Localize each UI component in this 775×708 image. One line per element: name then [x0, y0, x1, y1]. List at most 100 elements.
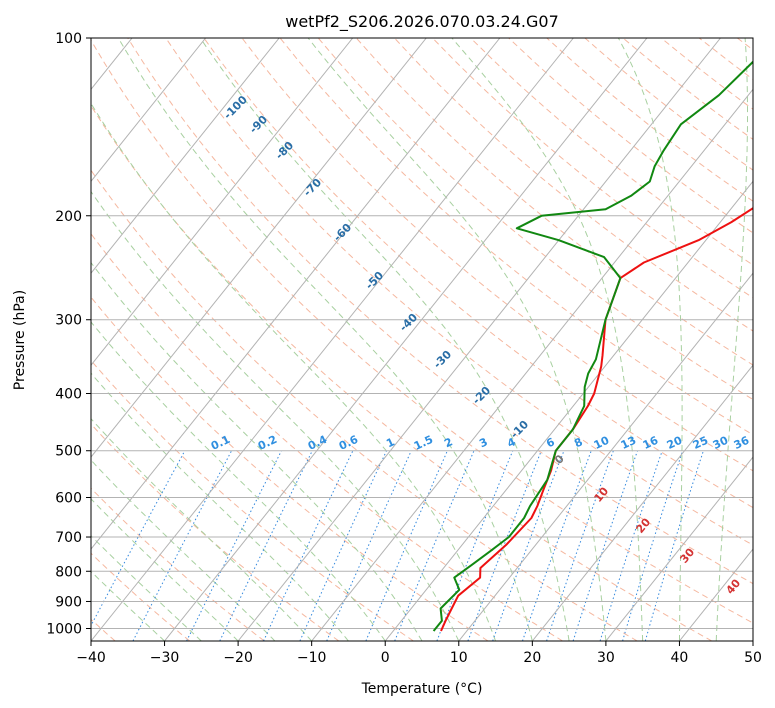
y-tick-label: 600: [55, 490, 82, 506]
dry-adiabat-label: 20: [633, 515, 653, 535]
mixing-ratio-label: 0.2: [256, 433, 279, 453]
mixing-ratio-line: [436, 450, 514, 641]
moist-adiabat-label: -100: [221, 93, 250, 122]
isotherm-line: [531, 364, 753, 641]
moist-adiabat-label: -30: [431, 348, 454, 371]
dry-adiabat-line: [127, 38, 753, 585]
x-tick-label: 20: [523, 650, 541, 666]
dry-adiabat-line: [91, 487, 265, 641]
mixing-ratio-label: 1.5: [412, 433, 435, 453]
moist-adiabat-label: -50: [363, 269, 386, 292]
y-tick-label: 1000: [46, 621, 82, 637]
moist-adiabat-line: [91, 570, 165, 641]
mixing-ratio-line: [622, 450, 684, 641]
temperature-profile-line: [440, 207, 753, 632]
y-tick-label: 400: [55, 387, 82, 403]
x-tick-label: −20: [223, 650, 253, 666]
isotherm-line: [164, 38, 648, 641]
mixing-ratio-line: [299, 450, 387, 641]
mixing-ratio-lines: [91, 450, 704, 641]
mixing-ratio-line: [492, 450, 565, 641]
dry-adiabat-line: [317, 38, 753, 401]
profile-series: [432, 60, 753, 632]
dry-adiabat-line: [394, 38, 753, 332]
mixing-ratio-line: [263, 450, 354, 641]
x-tick-label: 0: [381, 650, 390, 666]
mixing-ratio-label: 2: [442, 435, 454, 450]
mixing-ratio-line: [394, 450, 475, 641]
mixing-ratio-line: [599, 450, 663, 641]
isotherm-line: [605, 456, 753, 641]
moist-adiabat-line: [91, 261, 423, 641]
moist-adiabat-line: [91, 372, 349, 641]
x-tick-label: 50: [744, 650, 762, 666]
moist-adiabat-label: -90: [247, 113, 270, 136]
mixing-ratio-line: [522, 450, 592, 641]
dewpoint-profile-line: [432, 60, 753, 632]
isotherm-line: [752, 640, 753, 641]
dry-adiabat-line: [91, 39, 753, 624]
x-axis-label: Temperature (°C): [361, 681, 483, 697]
isotherm-line: [679, 548, 753, 641]
x-tick-label: −40: [76, 650, 106, 666]
y-axis-ticks: 1000 900 800 700 600 500 400 300 200 100: [46, 31, 91, 637]
mixing-ratio-line: [572, 450, 639, 641]
dry-adiabat-label: 40: [723, 576, 743, 596]
moist-adiabat-line: [91, 535, 202, 641]
dry-adiabat-line: [546, 38, 753, 202]
moist-adiabat-line: [617, 38, 683, 641]
dry-adiabat-label: 10: [591, 484, 611, 504]
dry-adiabat-line: [736, 38, 753, 51]
isotherm-line: [458, 272, 753, 641]
y-tick-label: 900: [55, 594, 82, 610]
skewed-isotherms: [91, 38, 753, 641]
mixing-ratio-label: 0.6: [337, 433, 360, 453]
mixing-ratio-line: [546, 450, 614, 641]
mixing-ratio-label: 25: [691, 434, 710, 452]
x-axis-ticks: −40 −30 −20 −10 0 10 20 30 40 50: [76, 641, 762, 666]
dry-adiabat-line: [91, 169, 638, 641]
dry-adiabat-line: [91, 423, 340, 641]
isotherm-line: [91, 38, 280, 275]
mixing-ratio-line: [91, 450, 186, 627]
mixing-ratio-label: 30: [711, 434, 731, 452]
isobar-gridlines: [91, 38, 753, 629]
moist-adiabat-line: [451, 38, 644, 641]
moist-adiabat-line: [199, 38, 570, 641]
isotherm-line: [91, 38, 574, 641]
isotherm-line: [311, 88, 753, 641]
mixing-ratio-label: 8: [572, 435, 584, 450]
moist-adiabat-line: [91, 498, 239, 641]
dry-adiabat-line: [203, 38, 753, 509]
y-tick-label: 500: [55, 444, 82, 460]
dry-adiabats: [91, 38, 753, 641]
isotherm-line: [91, 38, 207, 183]
isotherm-line: [237, 38, 721, 641]
mixing-ratio-line: [467, 450, 542, 641]
mixing-ratio-label: 0.1: [209, 433, 232, 453]
moist-adiabat-line: [307, 38, 607, 641]
x-tick-label: 30: [597, 650, 615, 666]
moist-adiabat-line: [91, 459, 276, 641]
y-axis-label: Pressure (hPa): [12, 290, 28, 390]
adiabat-labels: -100-90-80-70-60-50-40-30-20-1000.1 0.2 0.…: [209, 93, 752, 597]
moist-adiabat-line: [91, 102, 497, 641]
isotherm-line: [384, 180, 753, 641]
isotherm-line: [91, 38, 501, 550]
y-tick-label: 800: [55, 564, 82, 580]
mixing-ratio-label: 20: [665, 434, 685, 452]
y-tick-label: 700: [55, 530, 82, 546]
moist-adiabats: [91, 38, 748, 641]
dry-adiabat-line: [508, 38, 753, 234]
x-tick-label: 40: [671, 650, 689, 666]
mixing-ratio-label: 6: [544, 435, 557, 450]
plot-area: -100-90-80-70-60-50-40-30-20-1000.1 0.2 0.…: [91, 38, 753, 641]
dry-adiabat-line: [432, 38, 753, 299]
chart-title: wetPf2_S206.2026.070.03.24.G07: [285, 12, 559, 32]
mixing-ratio-label: 10: [592, 434, 612, 452]
dry-adiabat-line: [470, 38, 753, 266]
mixing-ratio-label: 13: [619, 434, 638, 452]
x-tick-label: 10: [450, 650, 468, 666]
y-tick-label: 100: [55, 31, 82, 47]
moist-adiabat-line: [91, 321, 386, 641]
